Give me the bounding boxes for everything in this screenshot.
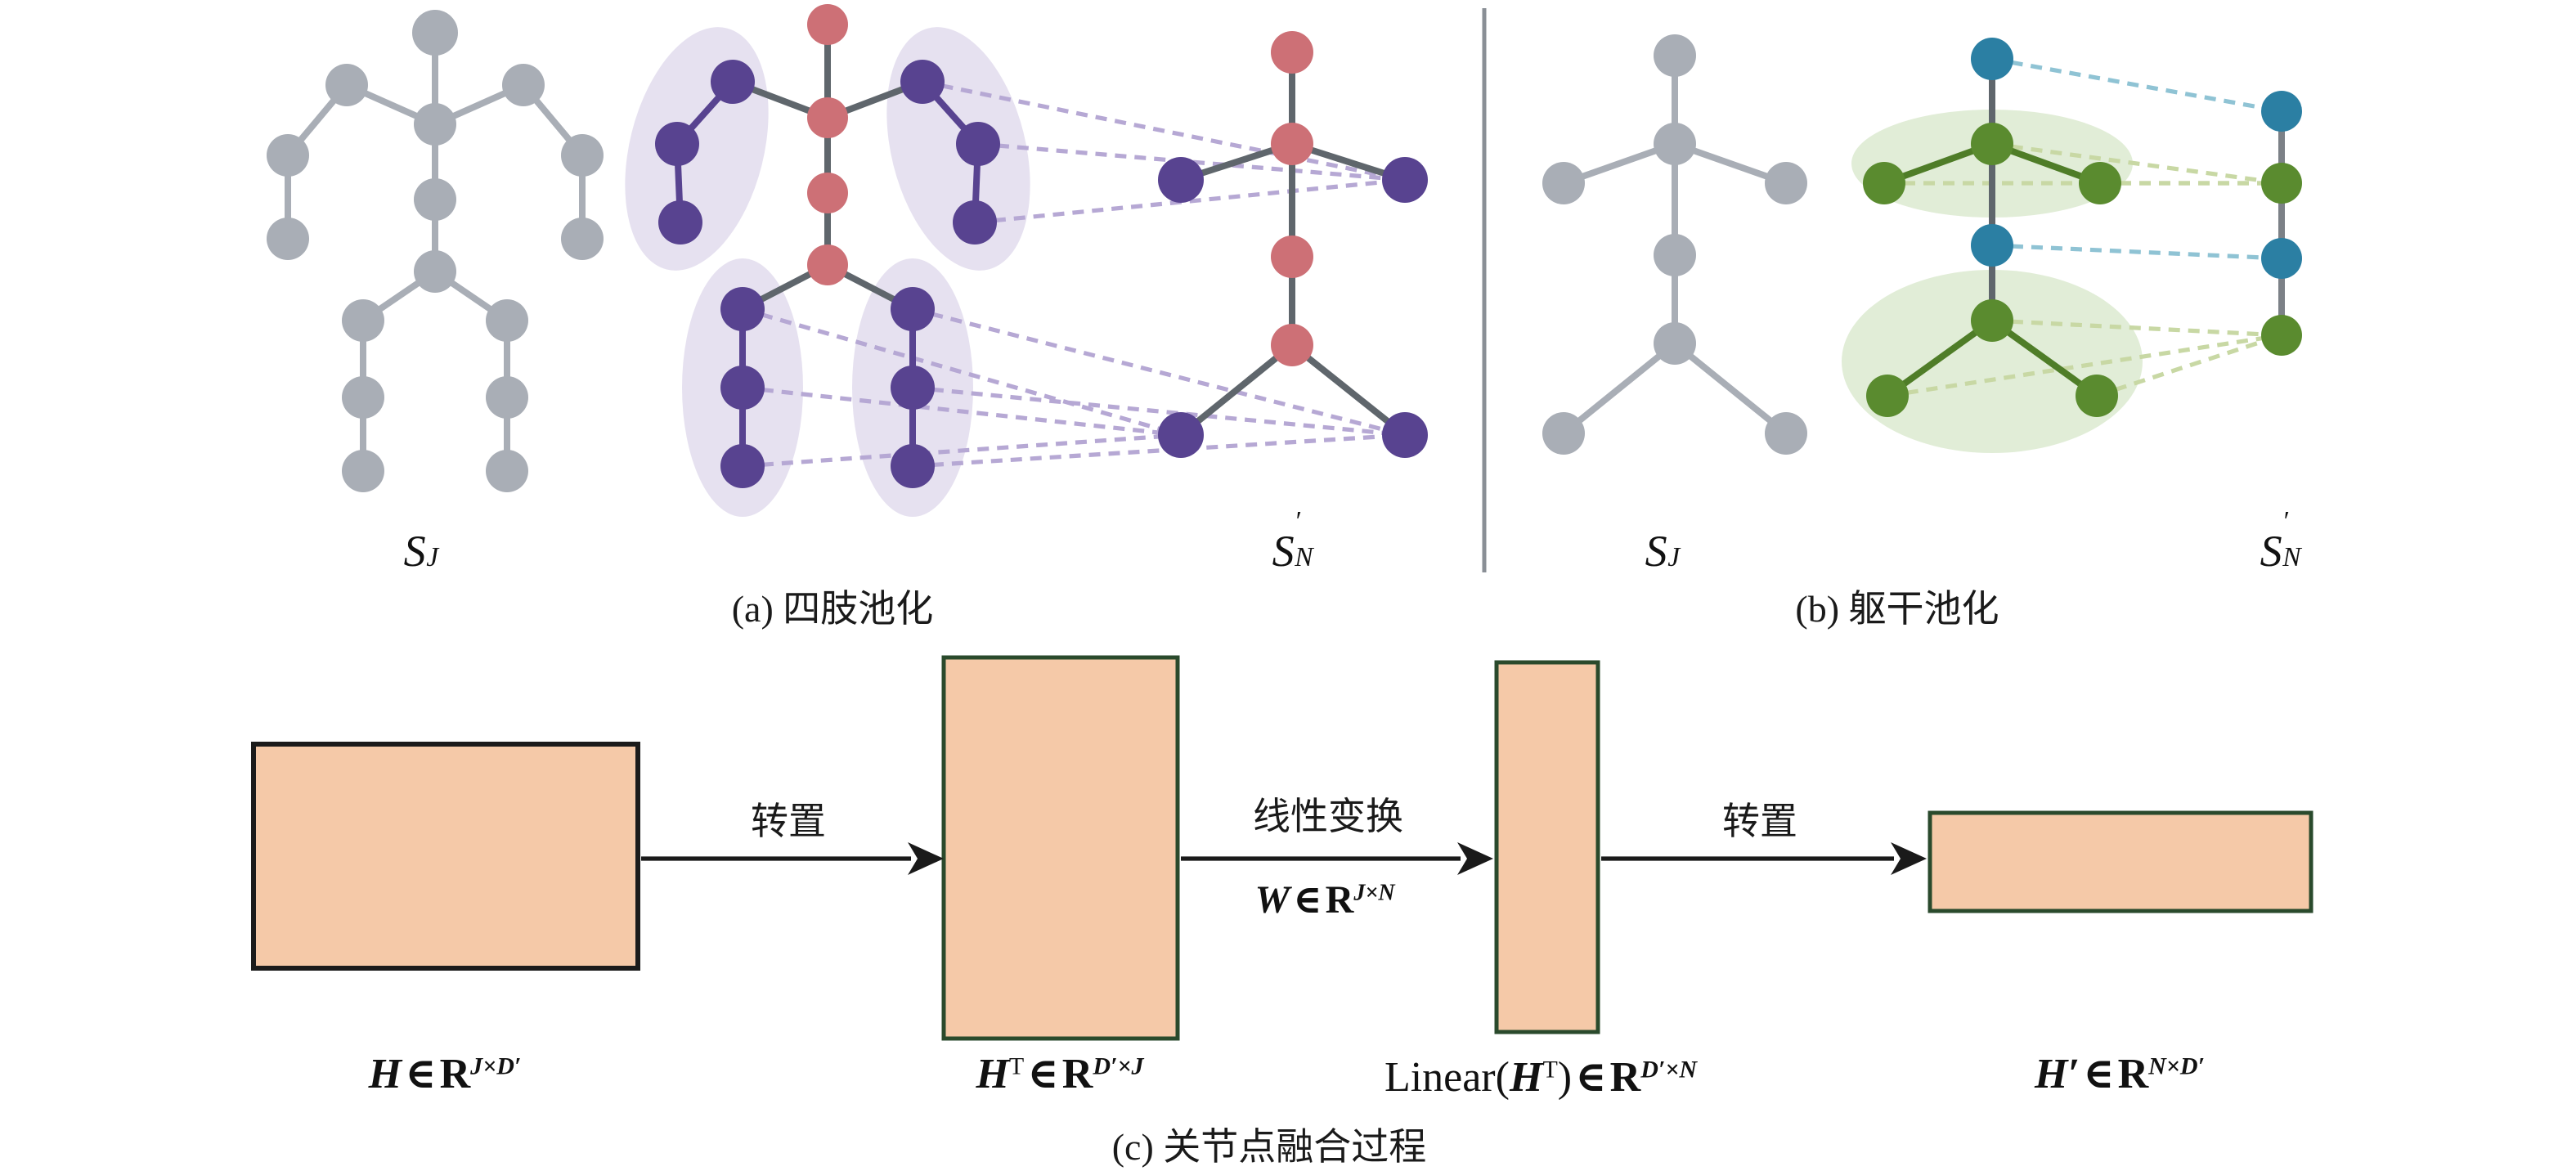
lower-trunk-group-ellipse (1842, 270, 2143, 453)
matrix-linear-label: Linear(HT) ∈ RD′×N (1384, 1053, 1698, 1101)
matrix-h-prime-label: H′ ∈ RN×D′ (2034, 1050, 2206, 1097)
matrix-h-label: H ∈ RJ×D′ (368, 1050, 522, 1097)
trunk-group-ellipses (1842, 110, 2143, 453)
panel-b-caption: (b) 躯干池化 (1795, 589, 1999, 630)
panel-c-caption: (c) 关节点融合过程 (1111, 1127, 1427, 1168)
skeleton-source-b (1542, 34, 1807, 455)
linear-transform-arrow (1181, 842, 1493, 875)
joint-fusion-pipeline (251, 655, 2313, 1041)
skeleton-pooled-a (1158, 31, 1428, 458)
transpose-arrow-2 (1601, 842, 1927, 875)
skeleton-grouped-a (655, 4, 1000, 488)
pooled-skeleton-label-a: S ′ N (1272, 505, 1313, 576)
matrix-h-rect (251, 742, 640, 971)
panel-a-caption: (a) 四肢池化 (731, 589, 934, 630)
matrix-linear-rect (1494, 660, 1600, 1034)
matrix-h-prime-rect (1928, 810, 2313, 913)
linear-transform-label: 线性变换 (1253, 796, 1403, 837)
weight-matrix-formula: W ∈ RJ×N (1254, 880, 1395, 922)
skeleton-pooled-b (2261, 91, 2302, 356)
skeleton-grouped-b (1863, 38, 2121, 417)
limb-pooling-dashed-lines (742, 79, 1406, 469)
skeleton-source-a (267, 10, 604, 492)
transpose-label-2: 转置 (1722, 801, 1797, 842)
matrix-h-transpose-label: HT ∈ RD′×J (976, 1050, 1144, 1097)
matrix-h-transpose-rect (941, 655, 1180, 1041)
transpose-arrow-1 (641, 842, 944, 875)
pooled-skeleton-label-b: S ′ N (2260, 505, 2301, 576)
transpose-label-1: 转置 (751, 801, 826, 842)
